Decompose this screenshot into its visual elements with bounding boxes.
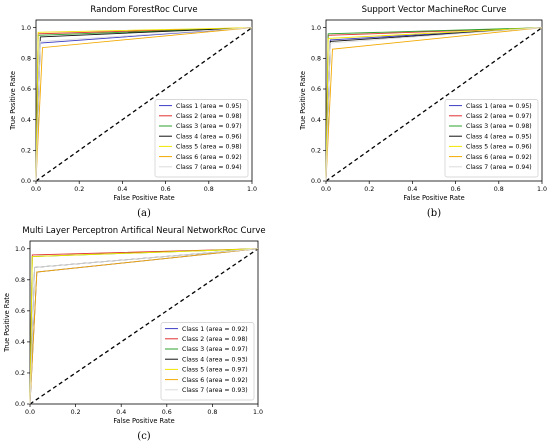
- y-tick-label: 0.6: [311, 86, 321, 93]
- roc-panel-2: 0.00.0 0.2 0.2 0.4 0.4 0.6 0.6 0.8 0.8 1.0 1.0 Supp…: [299, 5, 547, 219]
- roc-panel-3: 0.00.0 0.2 0.2 0.4 0.4 0.6 0.6 0.8 0.8 1.0 1.0 Mult…: [3, 226, 266, 442]
- y-tick-label: 0.0: [15, 401, 25, 408]
- roc-series-line-class-6: [325, 27, 543, 182]
- y-axis-label: True Positive Rate: [9, 71, 17, 131]
- chance-diagonal-line: [35, 27, 253, 182]
- x-axis-label: False Positive Rate: [403, 194, 464, 202]
- legend-entry: Class 7 (area = 0.94): [466, 164, 532, 171]
- legend-entry: Class 3 (area = 0.98): [466, 123, 532, 130]
- legend-entry: Class 2 (area = 0.98): [182, 336, 248, 343]
- x-tick-label: 0.0: [31, 186, 41, 193]
- legend-entry: Class 1 (area = 0.95): [466, 103, 532, 110]
- legend-box: [160, 322, 255, 401]
- x-tick-label: 0.2: [74, 186, 84, 193]
- chance-diagonal-line: [325, 27, 543, 182]
- x-tick-label: 0.2: [71, 409, 81, 416]
- y-tick-label: 0.2: [311, 148, 321, 155]
- legend-entry: Class 2 (area = 0.98): [176, 113, 242, 120]
- x-axis-label: False Positive Rate: [113, 194, 174, 202]
- y-tick-label: 0.0: [21, 178, 31, 185]
- legend-entry: Class 5 (area = 0.96): [466, 144, 532, 151]
- y-tick-label: 0.2: [15, 370, 25, 377]
- x-tick-label: 0.6: [162, 409, 172, 416]
- x-tick-label: 0.8: [494, 186, 504, 193]
- legend-entry: Class 6 (area = 0.92): [182, 377, 248, 384]
- legend-entry: Class 4 (area = 0.96): [176, 133, 242, 140]
- y-tick-label: 0.8: [15, 277, 25, 284]
- x-tick-label: 0.6: [161, 186, 171, 193]
- x-tick-label: 0.6: [451, 186, 461, 193]
- legend-box: [444, 99, 539, 178]
- y-tick-label: 1.0: [21, 25, 31, 32]
- legend-entry: Class 4 (area = 0.95): [466, 133, 532, 140]
- legend-entry: Class 6 (area = 0.92): [466, 154, 532, 161]
- panel-label: (a): [137, 208, 151, 219]
- x-tick-label: 0.4: [117, 186, 127, 193]
- legend: Class 1 (area = 0.95) Class 2 (area = 0.9…: [154, 99, 249, 178]
- y-tick-label: 0.6: [15, 308, 25, 315]
- y-axis-label: True Positive Rate: [3, 293, 11, 353]
- roc-series-line-class-6: [29, 248, 259, 405]
- roc-series-line-class-5: [325, 27, 543, 182]
- x-tick-label: 1.0: [253, 409, 263, 416]
- x-tick-label: 0.4: [407, 186, 417, 193]
- legend-entry: Class 6 (area = 0.92): [176, 154, 242, 161]
- legend-entry: Class 1 (area = 0.92): [182, 326, 248, 333]
- y-tick-label: 0.4: [311, 117, 321, 124]
- legend: Class 1 (area = 0.95) Class 2 (area = 0.9…: [444, 99, 539, 178]
- x-tick-label: 0.8: [204, 186, 214, 193]
- legend-box: [154, 99, 249, 178]
- x-tick-label: 1.0: [537, 186, 547, 193]
- x-axis-label: False Positive Rate: [113, 417, 174, 425]
- chart-title: Multi Layer Perceptron Artifical Neural …: [22, 226, 265, 236]
- y-tick-label: 0.4: [21, 117, 31, 124]
- legend-entry: Class 5 (area = 0.97): [182, 367, 248, 374]
- legend-entry: Class 7 (area = 0.93): [182, 387, 248, 394]
- chance-diagonal-line: [29, 248, 259, 405]
- roc-series-line-class-7: [29, 248, 259, 405]
- y-tick-label: 1.0: [15, 246, 25, 253]
- panel-label: (b): [427, 208, 441, 219]
- y-tick-label: 0.8: [311, 56, 321, 63]
- roc-series-line-class-7: [35, 27, 253, 182]
- y-axis-label: True Positive Rate: [299, 71, 307, 131]
- y-tick-label: 0.0: [311, 178, 321, 185]
- legend: Class 1 (area = 0.92) Class 2 (area = 0.9…: [160, 322, 255, 401]
- legend-entry: Class 5 (area = 0.98): [176, 144, 242, 151]
- roc-series-line-class-5: [35, 27, 253, 182]
- y-tick-label: 0.6: [21, 86, 31, 93]
- panel-label: (c): [137, 431, 151, 442]
- roc-series-line-class-5: [29, 248, 259, 405]
- roc-panel-1: 0.00.0 0.2 0.2 0.4 0.4 0.6 0.6 0.8 0.8 1.0 1.0 Rand…: [9, 5, 257, 219]
- legend-entry: Class 1 (area = 0.95): [176, 103, 242, 110]
- y-tick-label: 0.2: [21, 148, 31, 155]
- x-tick-label: 0.0: [25, 409, 35, 416]
- legend-entry: Class 3 (area = 0.97): [176, 123, 242, 130]
- legend-entry: Class 2 (area = 0.97): [466, 113, 532, 120]
- y-tick-label: 1.0: [311, 25, 321, 32]
- roc-series-line-class-7: [325, 27, 543, 182]
- legend-entry: Class 3 (area = 0.97): [182, 346, 248, 353]
- x-tick-label: 0.0: [321, 186, 331, 193]
- legend-entry: Class 7 (area = 0.94): [176, 164, 242, 171]
- x-tick-label: 0.4: [116, 409, 126, 416]
- roc-series-line-class-6: [35, 27, 253, 182]
- chart-title: Support Vector MachineRoc Curve: [362, 5, 507, 15]
- x-tick-label: 1.0: [247, 186, 257, 193]
- legend-entry: Class 4 (area = 0.93): [182, 356, 248, 363]
- y-tick-label: 0.4: [15, 339, 25, 346]
- x-tick-label: 0.2: [364, 186, 374, 193]
- x-tick-label: 0.8: [207, 409, 217, 416]
- y-tick-label: 0.8: [21, 56, 31, 63]
- chart-title: Random ForestRoc Curve: [90, 5, 197, 15]
